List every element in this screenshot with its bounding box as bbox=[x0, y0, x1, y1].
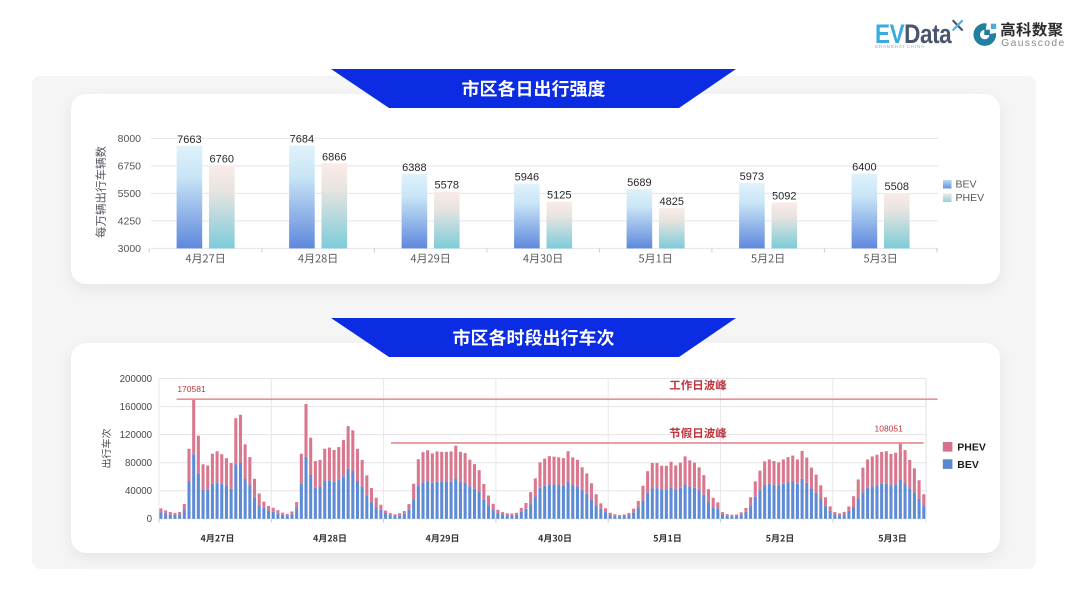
svg-text:6866: 6866 bbox=[322, 151, 346, 163]
svg-text:6400: 6400 bbox=[852, 162, 876, 174]
svg-text:8000: 8000 bbox=[118, 133, 142, 145]
svg-text:0: 0 bbox=[147, 514, 153, 525]
svg-text:5946: 5946 bbox=[515, 172, 539, 184]
svg-text:40000: 40000 bbox=[125, 486, 153, 497]
svg-text:BEV: BEV bbox=[956, 179, 977, 191]
svg-text:5689: 5689 bbox=[627, 177, 651, 189]
svg-text:Gausscode: Gausscode bbox=[1001, 38, 1065, 49]
svg-text:4825: 4825 bbox=[660, 196, 684, 208]
svg-text:5578: 5578 bbox=[435, 180, 459, 192]
svg-text:7663: 7663 bbox=[177, 134, 201, 146]
svg-text:EVData: EVData bbox=[875, 20, 952, 49]
svg-text:5092: 5092 bbox=[772, 190, 796, 202]
svg-text:3000: 3000 bbox=[118, 243, 142, 255]
svg-text:PHEV: PHEV bbox=[957, 442, 986, 454]
svg-text:4250: 4250 bbox=[118, 216, 142, 228]
svg-text:5500: 5500 bbox=[118, 188, 142, 200]
svg-text:170581: 170581 bbox=[177, 384, 206, 394]
svg-text:5125: 5125 bbox=[547, 190, 571, 202]
svg-text:160000: 160000 bbox=[120, 402, 153, 413]
svg-text:7684: 7684 bbox=[290, 133, 314, 145]
svg-text:BEV: BEV bbox=[957, 459, 979, 471]
svg-text:6760: 6760 bbox=[210, 154, 234, 166]
svg-text:200000: 200000 bbox=[120, 374, 153, 385]
svg-text:5973: 5973 bbox=[740, 171, 764, 183]
svg-text:PHEV: PHEV bbox=[956, 192, 985, 204]
svg-text:5508: 5508 bbox=[885, 181, 909, 193]
svg-text:6750: 6750 bbox=[118, 161, 142, 173]
svg-text:120000: 120000 bbox=[120, 430, 153, 441]
svg-text:6388: 6388 bbox=[402, 162, 426, 174]
svg-text:108051: 108051 bbox=[875, 424, 904, 434]
svg-text:80000: 80000 bbox=[125, 458, 153, 469]
svg-text:SHANGHAI CHINA: SHANGHAI CHINA bbox=[875, 44, 925, 49]
